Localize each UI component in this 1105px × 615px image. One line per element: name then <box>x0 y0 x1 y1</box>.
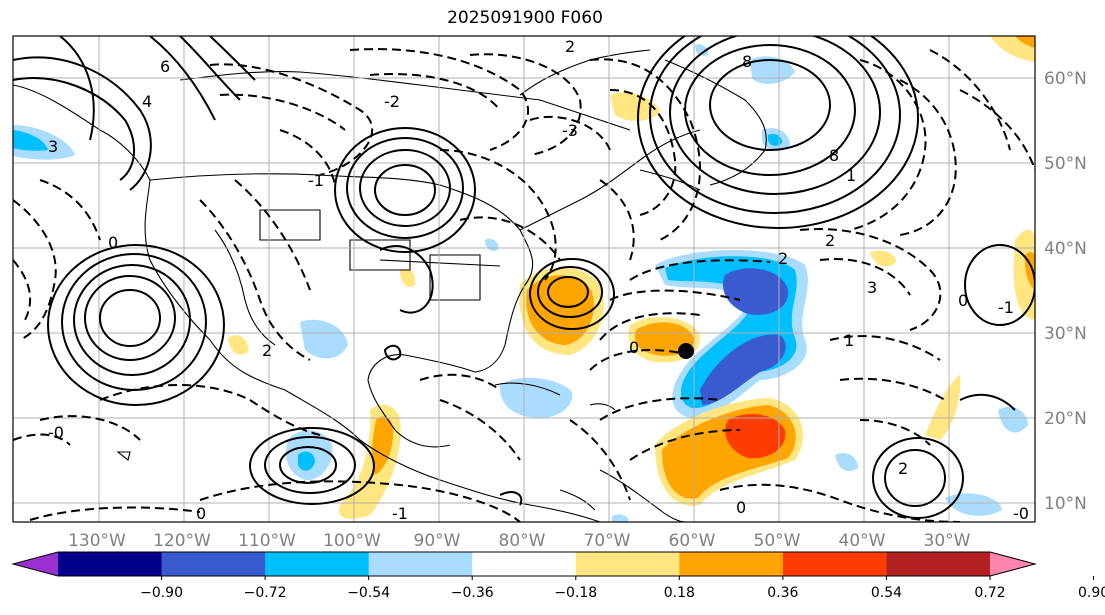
shade-light-blue <box>998 406 1028 433</box>
lon-label: 70°W <box>584 531 631 551</box>
colorbar-tick-label: −0.72 <box>244 585 287 601</box>
shade-yellow <box>870 250 896 267</box>
shade-light-blue <box>695 44 709 56</box>
lat-label: 30°N <box>1044 324 1087 344</box>
lon-label: 130°W <box>68 531 126 551</box>
contour-label: -1 <box>392 504 408 523</box>
contour-label: 2 <box>565 37 575 56</box>
colorbar-segment <box>161 552 266 576</box>
positive-contours <box>13 36 1035 519</box>
colorbar-extend-high <box>990 552 1035 576</box>
contour-label: 0 <box>629 338 639 357</box>
colorbar-extend-low <box>13 552 58 576</box>
shade-blue <box>700 334 786 405</box>
colorbar-segment <box>679 552 784 576</box>
shade-blue <box>722 268 789 315</box>
lon-label: 90°W <box>414 531 461 551</box>
colorbar-tick-label: 0.72 <box>974 585 1005 601</box>
negative-contours <box>13 48 1035 522</box>
contour-label: 6 <box>160 57 170 76</box>
lon-label: 60°W <box>669 531 716 551</box>
colorbar-segment <box>886 552 991 576</box>
contour-label: 3 <box>867 278 877 297</box>
contour-label: -0 <box>1013 504 1029 523</box>
contour-label: -2 <box>384 92 400 111</box>
shade-light-blue <box>300 319 348 359</box>
colorbar-tick-label: −0.18 <box>554 585 597 601</box>
contour-labels: 2 6 4 3 0 -1 -2 -3 8 1 -0 0 2 -1 3 2 8 0… <box>48 37 1029 523</box>
latitude-labels: 60°N 50°N 40°N 30°N 20°N 10°N <box>1044 69 1087 514</box>
contour-label: 2 <box>898 459 908 478</box>
shade-yellow <box>400 268 416 288</box>
shade-yellow <box>228 335 249 355</box>
graticule <box>13 36 1035 522</box>
colorbar-segment <box>782 552 887 576</box>
colorbar-tick-label: 0.18 <box>664 585 695 601</box>
contour-label: 3 <box>48 137 58 156</box>
longitude-labels: 130°W 120°W 110°W 100°W 90°W 80°W 70°W 6… <box>68 531 971 551</box>
lon-label: 50°W <box>754 531 801 551</box>
colorbar-tick-label: −0.36 <box>451 585 494 601</box>
contour-label: 2 <box>825 231 835 250</box>
colorbar-tick-label: 0.90 <box>1078 585 1105 601</box>
lat-label: 60°N <box>1044 69 1087 89</box>
colorbar: −0.90 −0.72 −0.54 −0.36 −0.18 0.18 0.36 0.54 0.7… <box>11 551 1105 601</box>
shade-orange <box>372 416 394 475</box>
colorbar-tick-label: −0.90 <box>140 585 183 601</box>
shade-cyan <box>298 451 315 471</box>
shade-light-blue <box>499 377 573 418</box>
colorbar-tick-label: 0.54 <box>871 585 902 601</box>
contour-label: 8 <box>742 52 752 71</box>
contour-label: 0 <box>108 233 118 252</box>
colorbar-outline <box>11 551 1037 577</box>
lat-label: 20°N <box>1044 409 1087 429</box>
coastlines <box>13 49 767 522</box>
contour-label: 0 <box>958 291 968 310</box>
lon-label: 80°W <box>499 531 546 551</box>
colorbar-segment <box>368 552 473 576</box>
shade-orange <box>1015 36 1035 48</box>
colorbar-segment <box>58 552 163 576</box>
shade-light-blue <box>750 56 795 84</box>
map-frame <box>12 35 1036 523</box>
lat-label: 10°N <box>1044 494 1087 514</box>
lon-label: 30°W <box>924 531 971 551</box>
contour-label: 2 <box>262 341 272 360</box>
contour-label: 1 <box>846 166 856 185</box>
shade-yellow <box>925 375 961 440</box>
colorbar-tick-label: 0.36 <box>767 585 798 601</box>
contour-label: 0 <box>736 498 746 517</box>
contour-label: -3 <box>562 121 578 140</box>
shade-red <box>725 414 786 459</box>
shade-light-blue <box>612 514 629 522</box>
colorbar-segment <box>472 552 577 576</box>
map-title: 2025091900 F060 <box>447 8 603 28</box>
shade-light-blue <box>835 453 858 472</box>
shade-yellow <box>610 92 660 122</box>
lat-label: 40°N <box>1044 239 1087 259</box>
contour-label: 4 <box>142 92 152 111</box>
contour-label: 2 <box>778 249 788 268</box>
lon-label: 40°W <box>839 531 886 551</box>
colorbar-segment <box>575 552 680 576</box>
shade-light-blue <box>13 125 75 160</box>
colorbar-segment <box>265 552 370 576</box>
contour-label: -1 <box>308 171 324 190</box>
shade-light-blue <box>945 493 1002 516</box>
shade-cyan <box>13 130 48 151</box>
contour-label: 1 <box>844 331 854 350</box>
contour-label: 0 <box>196 504 206 523</box>
contour-label: 8 <box>829 146 839 165</box>
lat-label: 50°N <box>1044 154 1087 174</box>
lon-label: 110°W <box>238 531 296 551</box>
storm-center-dot-icon <box>678 343 694 359</box>
contour-label: -1 <box>998 298 1014 317</box>
lon-label: 120°W <box>153 531 211 551</box>
contour-label: -0 <box>48 423 64 442</box>
lon-label: 100°W <box>323 531 381 551</box>
shade-orange <box>526 275 594 345</box>
colorbar-tick-label: −0.54 <box>347 585 390 601</box>
